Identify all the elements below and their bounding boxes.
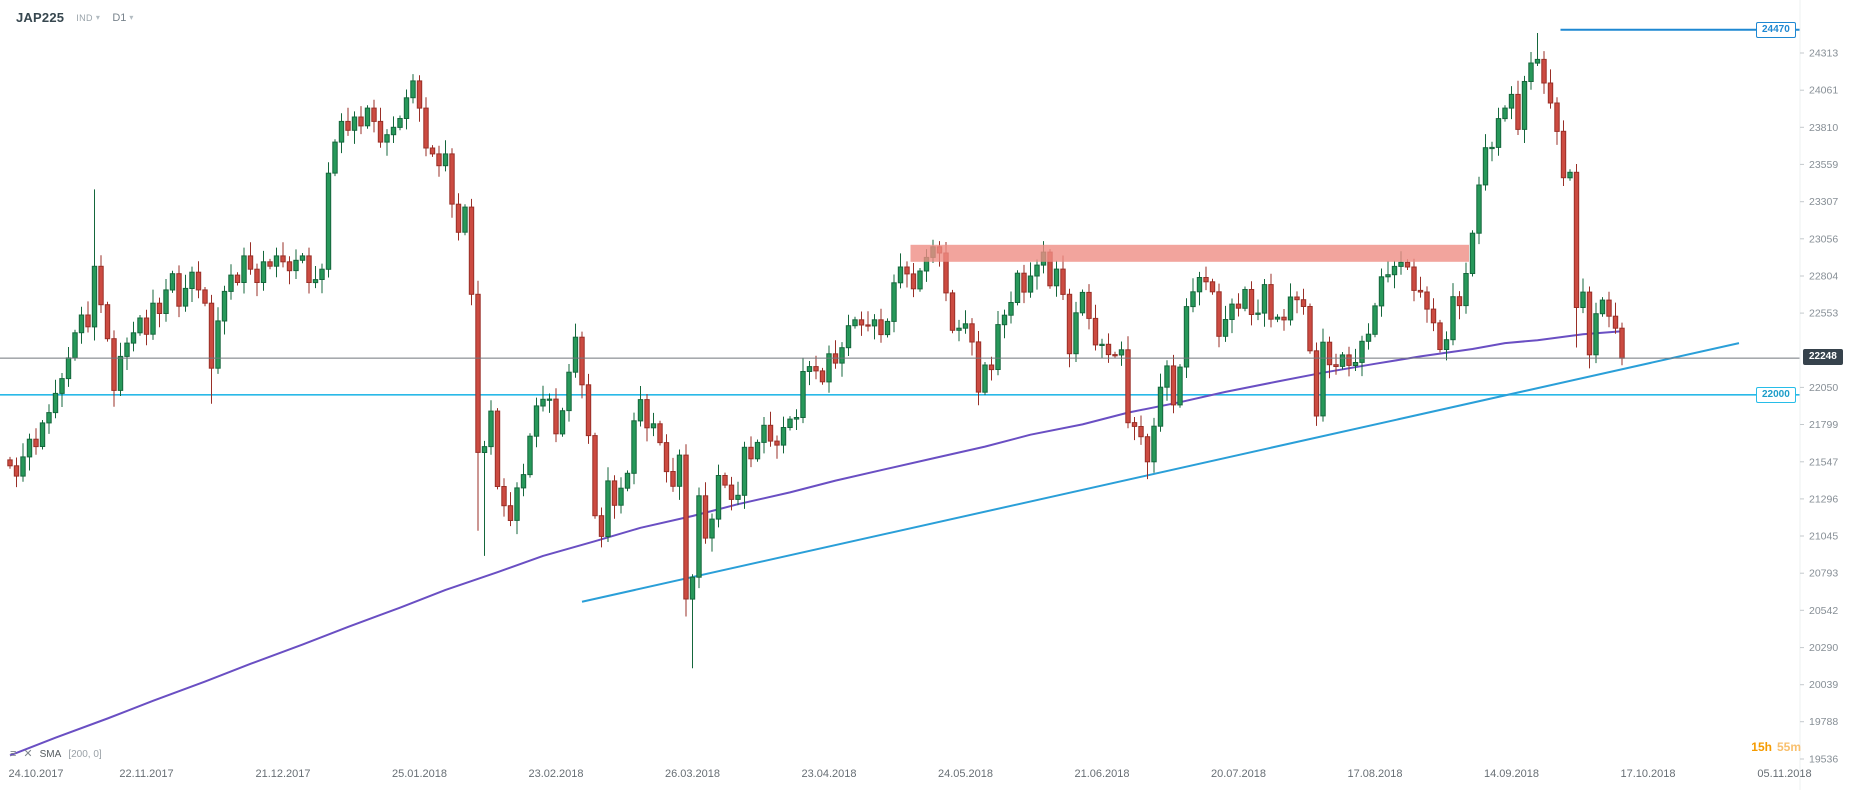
svg-text:21547: 21547 [1809,456,1838,468]
svg-text:21.06.2018: 21.06.2018 [1074,768,1129,780]
trendline [581,342,1740,603]
chevron-down-icon: ▾ [129,12,134,22]
timeframe-dropdown[interactable]: D1 ▾ [112,12,133,24]
countdown-hours: 15h [1751,740,1772,754]
svg-text:20.07.2018: 20.07.2018 [1211,768,1266,780]
svg-text:17.08.2018: 17.08.2018 [1347,768,1402,780]
svg-text:20793: 20793 [1809,568,1838,580]
indicator-remove-icon[interactable]: ✕ [23,748,33,760]
svg-text:19788: 19788 [1809,716,1838,728]
svg-text:23810: 23810 [1809,122,1838,134]
svg-text:24.10.2017: 24.10.2017 [8,768,63,780]
svg-text:24.05.2018: 24.05.2018 [938,768,993,780]
svg-text:17.10.2018: 17.10.2018 [1620,768,1675,780]
svg-text:20039: 20039 [1809,679,1838,691]
svg-text:24061: 24061 [1809,85,1838,97]
candles-layer [7,33,1625,669]
chevron-down-icon: ▾ [95,12,101,22]
svg-text:26.03.2018: 26.03.2018 [665,768,720,780]
resistance-zone [910,244,1469,262]
x-axis[interactable]: 24.10.2017 22.11.2017 21.12.2017 25.01.2018… [8,768,1811,780]
svg-text:21296: 21296 [1809,493,1838,505]
svg-text:05.11.2018: 05.11.2018 [1757,768,1811,780]
svg-text:19536: 19536 [1809,754,1838,766]
instrument-symbol: JAP225 [16,10,65,25]
svg-text:25.01.2018: 25.01.2018 [392,768,447,780]
svg-text:21799: 21799 [1809,419,1838,431]
indicator-settings-icon[interactable]: ≡ [10,748,17,760]
svg-text:23.04.2018: 23.04.2018 [801,768,856,780]
indicator-name: SMA [39,749,62,760]
svg-text:21045: 21045 [1809,531,1838,543]
svg-text:20290: 20290 [1809,642,1838,654]
countdown-minutes: 55m [1776,740,1801,754]
svg-text:14.09.2018: 14.09.2018 [1484,768,1539,780]
svg-text:23307: 23307 [1809,196,1838,208]
resistance-zone-layer [910,244,1469,262]
indicator-row: ≡ ✕ SMA [200, 0] [10,748,102,761]
support-level-price-badge: 22000 [1756,386,1796,403]
svg-text:20542: 20542 [1809,605,1838,617]
y-axis[interactable]: 24313 24061 23810 23559 23307 23056 22804 22553… [1799,0,1838,790]
svg-text:22553: 22553 [1809,308,1838,320]
market-type-label: IND [76,12,93,23]
svg-text:22050: 22050 [1809,382,1838,394]
svg-text:22804: 22804 [1809,271,1838,283]
instrument-header: JAP225 IND ▾ D1 ▾ [16,10,133,25]
candle-countdown: 15h 55m [1751,740,1801,754]
svg-text:24313: 24313 [1809,48,1838,60]
last-price-badge: 22248 [1803,349,1843,366]
high-level-price-badge: 24470 [1756,21,1796,38]
timeframe-label: D1 [112,11,127,24]
sma-line [9,330,1623,757]
market-type-dropdown[interactable]: IND ▾ [76,13,100,23]
indicator-params: [200, 0] [68,749,102,760]
svg-text:23056: 23056 [1809,233,1838,245]
svg-text:23559: 23559 [1809,159,1838,171]
drawn-lines-layer [9,330,1740,757]
svg-text:22.11.2017: 22.11.2017 [119,768,173,780]
svg-text:21.12.2017: 21.12.2017 [255,768,310,780]
svg-text:23.02.2018: 23.02.2018 [528,768,583,780]
